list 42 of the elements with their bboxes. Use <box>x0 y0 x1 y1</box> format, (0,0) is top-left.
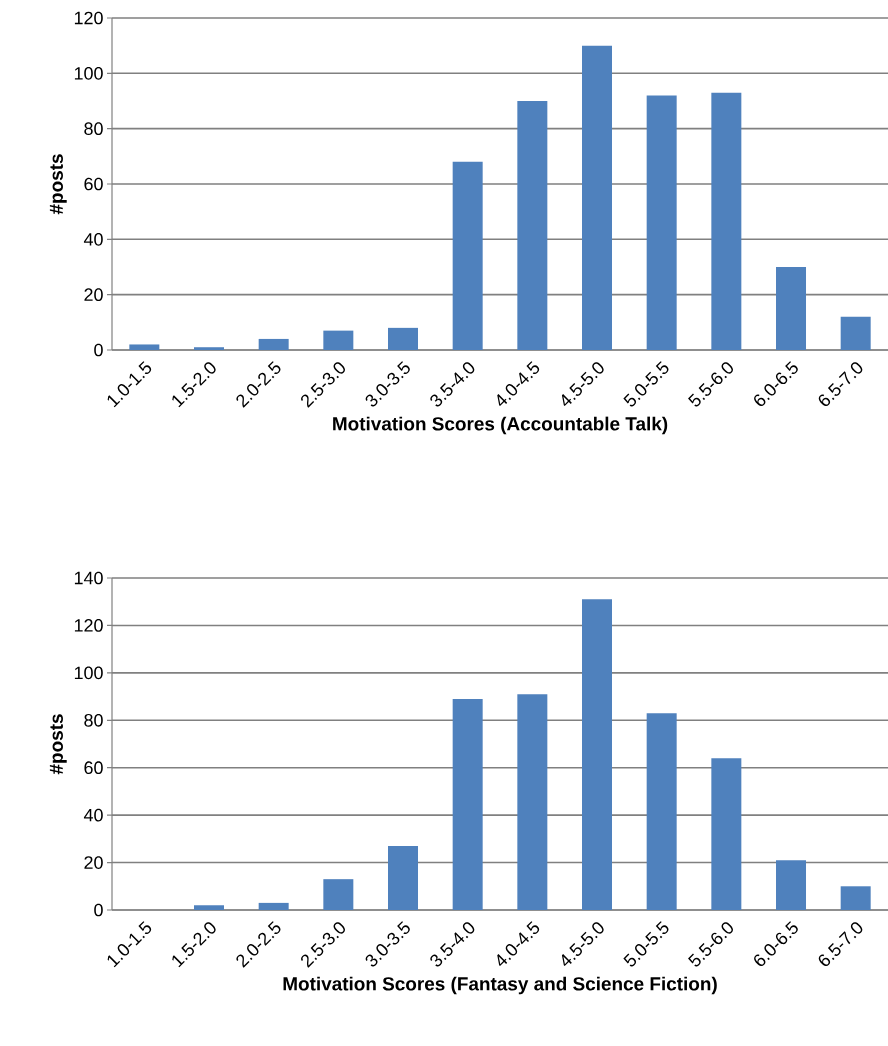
y-tick-label: 20 <box>84 288 103 301</box>
bar <box>388 327 418 350</box>
y-tick-label: 60 <box>84 761 103 775</box>
y-tick-label: 80 <box>84 122 103 135</box>
y-tick-label: 80 <box>84 713 103 727</box>
y-tick-label: 100 <box>74 666 103 680</box>
bar <box>582 599 612 910</box>
y-axis-title: #posts <box>49 714 67 775</box>
bar <box>517 694 548 910</box>
bar <box>582 45 612 350</box>
bar <box>129 344 160 350</box>
bar <box>388 845 418 910</box>
bar <box>840 316 871 350</box>
y-tick-label: 100 <box>74 66 103 80</box>
bar <box>711 92 742 350</box>
bar <box>258 902 289 910</box>
y-tick-label: 140 <box>74 571 103 585</box>
bar <box>776 860 807 910</box>
y-tick-label: 40 <box>83 232 103 246</box>
bar <box>840 886 871 910</box>
y-tick-label: 0 <box>94 343 103 357</box>
bar <box>517 100 548 350</box>
y-tick-label: 40 <box>83 808 103 822</box>
bar <box>646 713 677 910</box>
x-axis-title: Motivation Scores (Fantasy and Science Fiction) <box>283 976 717 995</box>
bar <box>452 161 483 350</box>
bar <box>323 330 354 350</box>
bar <box>194 905 224 910</box>
y-tick-label: 120 <box>74 11 103 25</box>
y-axis-title: #posts <box>49 154 67 215</box>
bar <box>776 266 807 350</box>
y-tick-label: 20 <box>84 856 103 869</box>
y-tick-label: 0 <box>94 903 103 917</box>
y-tick-label: 120 <box>74 619 103 632</box>
bar <box>452 698 483 910</box>
x-axis-title: Motivation Scores (Accountable Talk) <box>333 416 668 435</box>
y-tick-label: 60 <box>84 177 103 191</box>
bar <box>711 758 742 910</box>
bar <box>646 95 677 350</box>
bar <box>258 338 289 350</box>
bar <box>323 879 354 910</box>
bar <box>194 347 224 350</box>
